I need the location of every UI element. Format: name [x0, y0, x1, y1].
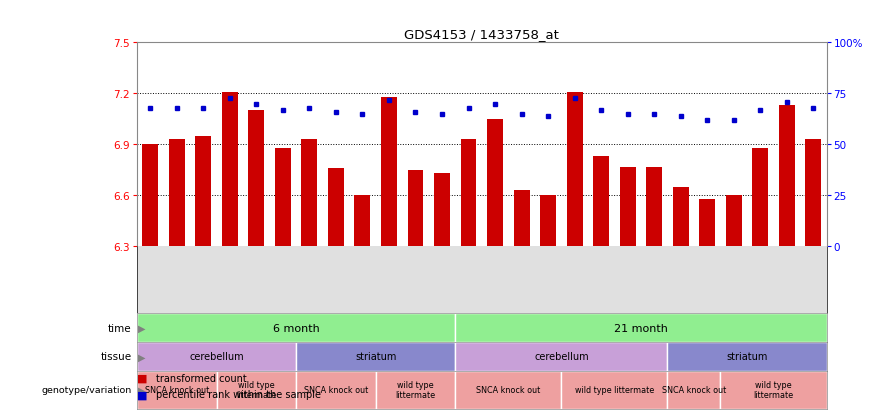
Bar — [376, 371, 455, 409]
Bar — [169, 140, 185, 247]
Text: 6 month: 6 month — [273, 323, 319, 333]
Text: SNCA knock out: SNCA knock out — [662, 385, 726, 394]
Bar — [354, 196, 370, 247]
Text: ▶: ▶ — [139, 385, 146, 395]
Text: SNCA knock out: SNCA knock out — [145, 385, 209, 394]
Text: genotype/variation: genotype/variation — [42, 385, 132, 394]
Bar — [726, 196, 742, 247]
Text: SNCA knock out: SNCA knock out — [476, 385, 540, 394]
Text: SNCA knock out: SNCA knock out — [304, 385, 368, 394]
Bar — [540, 196, 556, 247]
Bar — [455, 313, 827, 342]
Text: ▶: ▶ — [139, 351, 146, 361]
Bar — [699, 199, 715, 247]
Text: cerebellum: cerebellum — [534, 351, 589, 361]
Bar — [222, 93, 238, 247]
Bar — [461, 140, 476, 247]
Text: percentile rank within the sample: percentile rank within the sample — [156, 389, 322, 399]
Bar — [296, 371, 376, 409]
Text: time: time — [108, 323, 132, 333]
Bar — [381, 97, 397, 247]
Bar — [296, 342, 455, 371]
Text: wild type
littermate: wild type littermate — [395, 380, 436, 399]
Title: GDS4153 / 1433758_at: GDS4153 / 1433758_at — [404, 28, 560, 41]
Text: wild type
littermate: wild type littermate — [236, 380, 277, 399]
Text: wild type littermate: wild type littermate — [575, 385, 654, 394]
Bar — [455, 371, 561, 409]
Bar — [248, 111, 264, 247]
Text: ■: ■ — [137, 373, 148, 383]
Bar — [301, 140, 317, 247]
Bar — [408, 171, 423, 247]
Text: wild type
littermate: wild type littermate — [753, 380, 794, 399]
Bar — [667, 371, 720, 409]
Bar — [195, 137, 211, 247]
Bar — [593, 157, 609, 247]
Bar — [752, 148, 768, 247]
Text: cerebellum: cerebellum — [189, 351, 244, 361]
Bar — [275, 148, 291, 247]
Text: striatum: striatum — [355, 351, 396, 361]
Bar — [567, 93, 583, 247]
Bar — [217, 371, 296, 409]
Bar — [328, 169, 344, 247]
Text: ▶: ▶ — [139, 323, 146, 333]
Bar — [646, 167, 662, 247]
Text: striatum: striatum — [727, 351, 767, 361]
Bar — [142, 145, 158, 247]
Text: ■: ■ — [137, 389, 148, 399]
Bar — [561, 371, 667, 409]
Bar — [620, 167, 636, 247]
Bar — [805, 140, 821, 247]
Bar — [720, 371, 827, 409]
Text: tissue: tissue — [101, 351, 132, 361]
Bar — [673, 188, 689, 247]
Bar — [434, 174, 450, 247]
Text: transformed count: transformed count — [156, 373, 248, 383]
Bar — [487, 120, 503, 247]
Text: 21 month: 21 month — [614, 323, 667, 333]
Bar — [137, 371, 217, 409]
Bar — [779, 106, 795, 247]
Bar — [137, 313, 455, 342]
Bar — [667, 342, 827, 371]
Bar — [514, 191, 530, 247]
Bar — [455, 342, 667, 371]
Bar — [137, 342, 296, 371]
